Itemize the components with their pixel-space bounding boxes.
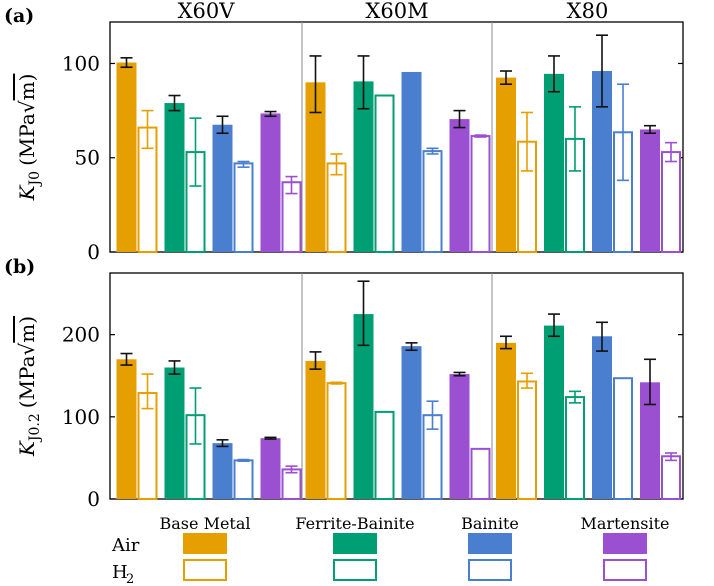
bar-h2-x80-bainite — [613, 377, 633, 500]
bar-air-x60v-base-metal — [116, 359, 137, 499]
bar-air-x80-bainite — [592, 71, 612, 253]
bar-air-x80-ferrite-bainite — [544, 325, 564, 499]
legend-swatch-air — [183, 533, 227, 554]
panel-a: 0 50 100 (a) KJ0 (MPa√m) — [4, 5, 684, 264]
bar-air-x80-martensite — [640, 129, 660, 252]
legend-swatch-h2 — [183, 559, 227, 581]
y-axis-unit-pre: (MPa — [15, 113, 39, 166]
bar-h2-x60v-bainite — [233, 162, 254, 254]
legend-swatch-h2 — [333, 559, 377, 581]
sqrt-symbol: √ — [15, 100, 39, 113]
bar-air-x80-base-metal — [496, 77, 516, 253]
panel-b: 0 100 200 (b) KJ0.2 (MPa√m) — [4, 256, 684, 511]
y-tick-label: 0 — [87, 240, 100, 264]
bar-air-x60m-martensite — [449, 374, 470, 499]
bar-h2-x60m-martensite — [470, 135, 491, 253]
grade-title-x60v: X60V — [178, 0, 236, 23]
bar-air-x60m-ferrite-bainite — [353, 314, 374, 499]
y-tick-label: 0 — [87, 487, 100, 511]
legend-h2-subscript: 2 — [126, 572, 134, 586]
grade-title-x60m: X60M — [365, 0, 428, 23]
bar-h2-x60m-bainite — [422, 150, 443, 253]
bar-air-x60m-ferrite-bainite — [353, 81, 374, 252]
bar-h2-x60m-base-metal — [326, 162, 347, 254]
legend-swatch-air — [333, 533, 377, 554]
bar-h2-x60v-bainite — [233, 459, 254, 500]
y-axis-unit-post: m) — [15, 74, 39, 101]
y-tick-label: 50 — [75, 146, 100, 170]
bar-h2-x60m-ferrite-bainite — [374, 94, 395, 253]
bar-air-x60m-base-metal — [305, 360, 326, 499]
y-axis-symbol: K — [15, 440, 39, 457]
y-axis-label: KJ0 (MPa√m) — [15, 74, 43, 202]
bar-air-x80-martensite — [640, 382, 660, 499]
legend-label-bainite: Bainite — [461, 514, 519, 533]
bar-air-x60v-base-metal — [116, 62, 137, 252]
panel-label: (a) — [4, 5, 34, 27]
bar-air-x60m-bainite — [401, 346, 422, 499]
bar-h2-x80-martensite — [661, 151, 681, 253]
bar-h2-x80-martensite — [661, 455, 681, 500]
bar-air-x60v-ferrite-bainite — [164, 103, 185, 252]
grade-title-x80: X80 — [567, 0, 609, 23]
panel-frame — [109, 272, 684, 500]
bar-air-x60v-bainite — [212, 443, 233, 499]
bar-air-x60m-bainite — [401, 71, 422, 252]
bar-air-x60v-bainite — [212, 124, 233, 252]
y-tick-label: 100 — [62, 405, 100, 429]
legend-air-label: Air — [111, 535, 140, 556]
legend-swatch-h2 — [603, 559, 647, 581]
bar-air-x60v-martensite — [260, 438, 281, 499]
bar-h2-x80-base-metal — [517, 380, 537, 501]
legend-swatch-air — [468, 533, 512, 554]
bar-air-x60v-ferrite-bainite — [164, 367, 185, 499]
y-tick-label: 100 — [62, 51, 100, 75]
bar-air-x60m-base-metal — [305, 82, 326, 252]
legend-h2-label: H — [112, 562, 128, 583]
bar-h2-x60m-martensite — [470, 447, 491, 500]
y-axis-unit-post: m) — [15, 316, 39, 343]
bar-h2-x60m-ferrite-bainite — [374, 410, 395, 500]
bar-air-x80-ferrite-bainite — [544, 73, 564, 252]
y-tick-label: 200 — [62, 323, 100, 347]
bar-air-x80-bainite — [592, 336, 612, 499]
legend-label-martensite: Martensite — [581, 514, 670, 533]
legend-label-ferrite-bainite: Ferrite-Bainite — [295, 514, 414, 533]
panel-label: (b) — [4, 256, 35, 278]
legend: Base Metal Ferrite-Bainite Bainite Martensi… — [111, 514, 670, 586]
y-axis-label: KJ0.2 (MPa√m) — [15, 316, 43, 457]
sqrt-symbol: √ — [15, 342, 39, 355]
bar-h2-x60m-base-metal — [326, 382, 347, 500]
bar-h2-x80-ferrite-bainite — [565, 396, 585, 500]
legend-swatch-air — [603, 533, 647, 554]
bar-air-x60m-martensite — [449, 119, 470, 252]
bar-h2-x60v-martensite — [281, 468, 302, 501]
panel-frame — [109, 21, 684, 253]
y-axis-subscript: J0.2 — [27, 413, 43, 443]
y-axis-unit-pre: (MPa — [15, 355, 39, 408]
legend-swatch-h2 — [468, 559, 512, 581]
y-axis-subscript: J0 — [27, 171, 43, 188]
bar-air-x80-base-metal — [496, 342, 516, 499]
y-axis-symbol: K — [15, 184, 39, 201]
bar-air-x60v-martensite — [260, 113, 281, 253]
legend-label-base-metal: Base Metal — [160, 514, 251, 533]
